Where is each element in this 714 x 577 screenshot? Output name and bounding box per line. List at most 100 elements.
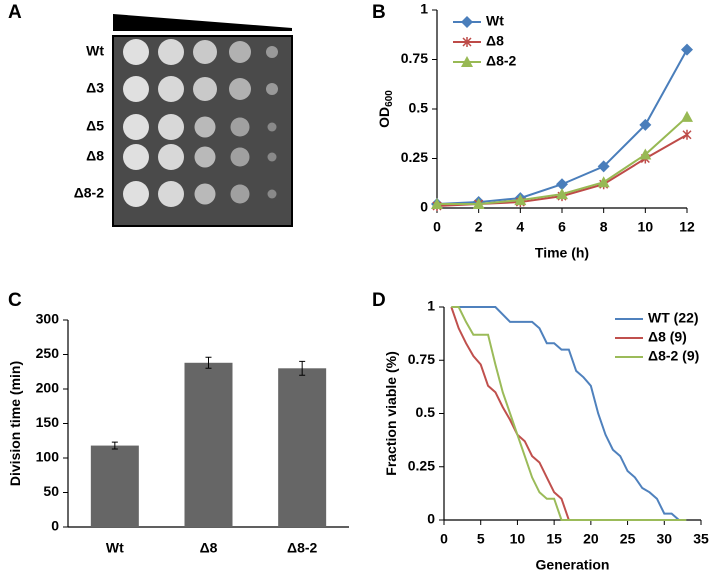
error-bar [299,360,306,376]
y-tick-label: 200 [36,380,60,396]
x-tick-label: 8 [600,219,608,235]
marker [597,160,610,173]
x-tick-label: Δ8 [200,540,218,556]
row-label: Δ8-2 [74,185,105,201]
spot [193,40,217,64]
y-axis-title: Fraction viable (%) [383,351,399,475]
row-label: Wt [86,43,104,59]
y-axis-title-subscript: 600 [384,90,395,107]
y-tick-label: 0.25 [401,149,428,165]
marker [639,148,652,160]
marker [461,16,473,28]
series-line [450,306,570,521]
x-tick-label: Δ8-2 [287,540,318,556]
legend-label: Wt [486,13,504,29]
marker [556,178,568,191]
y-tick-label: 100 [36,449,60,465]
x-tick-label: 25 [620,531,636,547]
marker [556,188,568,200]
spot [123,76,149,102]
x-tick-label: 30 [656,531,672,547]
marker [682,129,692,140]
spot [230,184,250,204]
spot [230,147,250,167]
bar [278,368,327,527]
spot [158,181,184,207]
y-axis-title-text: Fraction viable (%) [383,351,399,475]
error-bar [205,356,212,369]
spot [267,189,277,199]
y-tick-label: 0.25 [408,457,435,473]
spot [158,39,184,65]
spot [229,78,251,100]
marker [681,43,693,56]
y-tick-label: 0 [420,199,428,215]
x-tick-label: 5 [477,531,485,547]
spot [193,77,217,101]
series-line [451,306,687,521]
y-tick-label: 0 [427,511,435,527]
legend-label: Δ8 [486,33,504,49]
y-axis-title-text: Division time (min) [7,361,23,486]
y-axis-title: Division time (min) [7,361,23,486]
x-tick-label: 2 [475,219,483,235]
bar [90,445,139,527]
spot [123,39,149,65]
spot [230,117,250,137]
marker [681,110,693,122]
spot [123,144,149,170]
spot [194,183,216,205]
spot [158,144,184,170]
x-tick-label: 0 [440,531,448,547]
legend-label: Δ8-2 (9) [648,348,699,364]
y-axis-title: OD600 [376,90,395,128]
bar [184,362,233,527]
x-tick-label: Wt [106,540,124,556]
x-tick-label: 15 [546,531,562,547]
spot [123,114,149,140]
panel-label: C [8,290,22,311]
row-label: Δ5 [86,118,104,134]
marker [462,37,472,47]
legend-label: WT (22) [648,310,699,326]
y-tick-label: 300 [36,311,60,327]
x-tick-label: 12 [679,219,695,235]
marker [461,56,473,67]
marker [639,118,652,131]
marker [472,198,485,210]
y-tick-label: 1 [427,298,435,314]
panel-label: B [372,2,386,23]
spot [194,146,216,168]
x-tick-label: 35 [693,531,709,547]
marker [431,198,443,210]
spot [194,116,216,138]
row-label: Δ8 [86,148,104,164]
dilution-wedge [113,14,292,31]
legend-label: Δ8 (9) [648,329,687,345]
spot [123,181,149,207]
spot [229,41,251,63]
y-tick-label: 0 [51,518,59,534]
spot [266,83,278,95]
y-tick-label: 50 [43,483,59,499]
spot [158,114,184,140]
spot [267,122,277,132]
spot [158,76,184,102]
legend-label: Δ8-2 [486,53,517,69]
marker [514,194,527,206]
y-tick-label: 1 [420,1,428,17]
error-bar [111,441,118,450]
panel-label: D [372,290,386,311]
x-axis-title: Time (h) [535,245,589,261]
y-tick-label: 150 [36,414,60,430]
spot [267,152,277,162]
y-tick-label: 250 [36,345,60,361]
y-tick-label: 0.75 [401,50,428,66]
marker [597,176,610,188]
y-axis-title-text: OD [376,107,392,128]
x-tick-label: 0 [433,219,441,235]
spot [266,46,278,58]
x-tick-label: 20 [583,531,599,547]
row-label: Δ3 [86,80,104,96]
